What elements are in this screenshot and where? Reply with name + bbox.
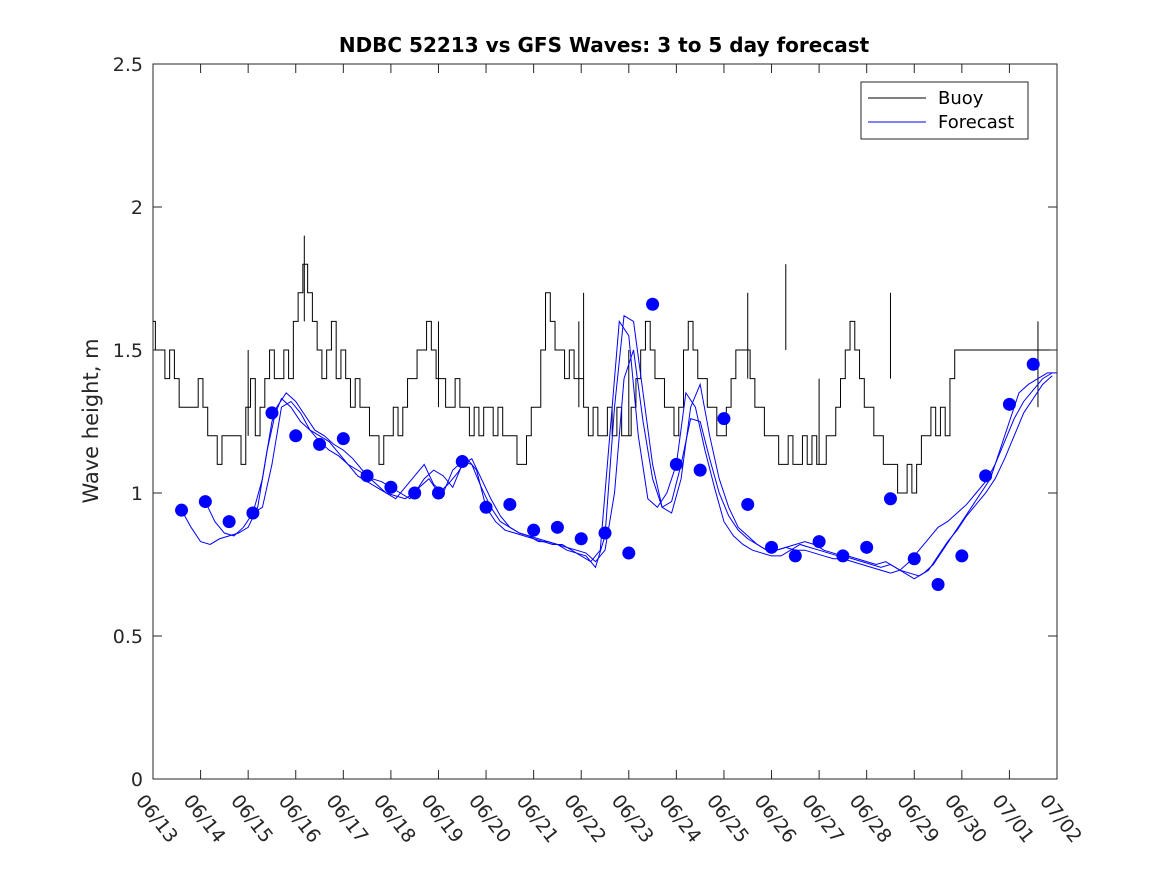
forecast-point — [717, 412, 731, 426]
legend-box — [860, 81, 1029, 140]
forecast-series-line — [181, 319, 1057, 580]
y-axis-label: Wave height, m — [79, 338, 103, 503]
forecast-point — [455, 455, 469, 469]
y-tick-label: 2.5 — [113, 54, 143, 76]
chart-title: NDBC 52213 vs GFS Waves: 3 to 5 day fore… — [339, 33, 870, 57]
plot-area-frame — [152, 63, 1058, 780]
forecast-point — [574, 532, 588, 546]
forecast-point — [336, 432, 350, 446]
forecast-point — [836, 549, 850, 563]
forecast-point — [646, 297, 660, 311]
buoy-series-line — [153, 263, 1050, 494]
forecast-series-line — [252, 349, 1053, 574]
forecast-point — [289, 429, 303, 443]
forecast-point — [360, 469, 374, 483]
forecast-point — [479, 500, 493, 514]
legend: Buoy Forecast — [860, 81, 1029, 140]
y-axis: 0 0.5 1 1.5 2 2.5 — [113, 54, 1057, 791]
forecast-point — [931, 578, 945, 592]
forecast-point — [765, 540, 779, 554]
forecast-point — [669, 457, 683, 471]
forecast-point — [503, 497, 517, 511]
forecast-point — [265, 406, 279, 420]
forecast-point — [550, 520, 564, 534]
forecast-point — [384, 480, 398, 494]
forecast-point — [622, 546, 636, 560]
legend-forecast-label: Forecast — [938, 112, 1014, 133]
y-tick-label: 1 — [131, 483, 143, 505]
forecast-point — [175, 503, 189, 517]
y-tick-label: 0.5 — [113, 626, 143, 648]
forecast-point — [979, 469, 993, 483]
y-tick-label: 0 — [131, 769, 143, 791]
forecast-point — [693, 463, 707, 477]
forecast-point — [313, 437, 327, 451]
forecast-point — [907, 552, 921, 566]
forecast-point — [812, 535, 826, 549]
forecast-point — [955, 549, 969, 563]
legend-buoy-label: Buoy — [938, 88, 984, 109]
forecast-point — [598, 526, 612, 540]
forecast-point — [431, 486, 445, 500]
series-layer — [153, 235, 1057, 592]
y-tick-label: 1.5 — [113, 340, 143, 362]
forecast-point — [198, 495, 212, 509]
forecast-point — [1026, 357, 1040, 371]
forecast-point — [788, 549, 802, 563]
forecast-point — [222, 515, 236, 529]
forecast-point — [408, 486, 422, 500]
forecast-point — [741, 497, 755, 511]
forecast-point — [883, 492, 897, 506]
forecast-point — [527, 523, 541, 537]
y-tick-label: 2 — [131, 197, 143, 219]
forecast-point — [1002, 397, 1016, 411]
forecast-point — [246, 506, 260, 520]
forecast-point — [860, 540, 874, 554]
